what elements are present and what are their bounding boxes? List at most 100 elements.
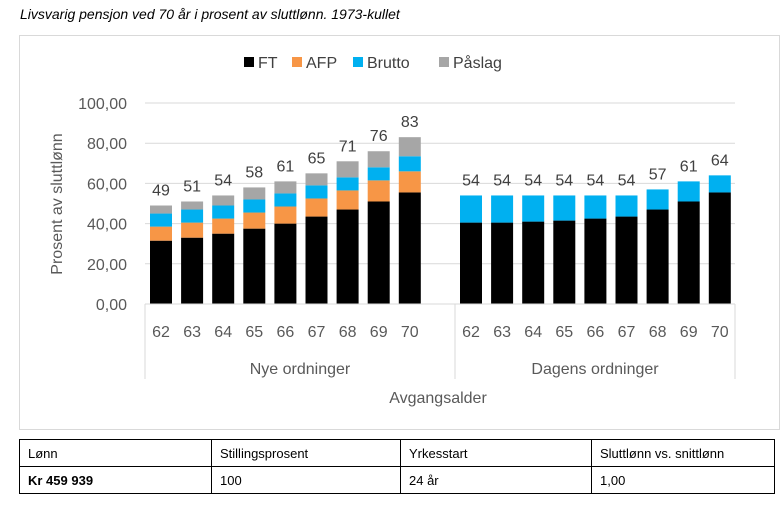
x-axis-title: Avgangsalder — [389, 390, 487, 407]
bar-segment-brutto — [181, 209, 204, 223]
bar-segment-påslag — [336, 161, 359, 178]
x-tick-label: 62 — [152, 324, 170, 341]
legend-label-brutto: Brutto — [367, 55, 410, 72]
bar-segment-brutto — [491, 195, 514, 223]
bar-segment-brutto — [398, 156, 421, 172]
x-tick-label: 64 — [524, 324, 542, 341]
value-sluttlonn: 1,00 — [591, 466, 775, 494]
x-tick-label: 67 — [308, 324, 326, 341]
x-tick-label: 63 — [493, 324, 511, 341]
data-label-total: 65 — [308, 150, 326, 167]
x-tick-label: 69 — [680, 324, 698, 341]
group-label: Dagens ordninger — [531, 361, 659, 378]
x-tick-label: 68 — [649, 324, 667, 341]
chart-caption: Livsvarig pensjon ved 70 år i prosent av… — [20, 6, 400, 22]
data-label-total: 54 — [587, 172, 605, 189]
bar-segment-brutto — [615, 195, 638, 217]
header-sluttlonn: Sluttlønn vs. snittlønn — [591, 439, 775, 467]
x-tick-label: 66 — [277, 324, 295, 341]
bar-segment-brutto — [584, 195, 607, 219]
bar-segment-ft — [150, 240, 172, 304]
bar-segment-afp — [367, 180, 390, 202]
legend-swatch-brutto — [353, 57, 363, 67]
bar-segment-afp — [150, 226, 172, 241]
pension-chart: 0,00 20,00 40,00 60,00 80,00 100,00 Prosent av… — [49, 54, 736, 407]
bar-segment-afp — [274, 206, 297, 224]
legend-swatch-afp — [292, 57, 302, 67]
x-tick-label: 65 — [245, 324, 263, 341]
x-tick-label: 68 — [339, 324, 357, 341]
data-label-total: 54 — [462, 172, 480, 189]
data-label-total: 64 — [711, 152, 729, 169]
bar-segment-påslag — [150, 205, 172, 214]
x-tick-label: 64 — [214, 324, 232, 341]
y-tick-label: 80,00 — [87, 136, 127, 153]
legend-label-påslag: Påslag — [453, 54, 502, 72]
bar-segment-brutto — [460, 195, 482, 223]
data-label-total: 61 — [277, 158, 295, 175]
bar-segment-påslag — [274, 181, 297, 194]
bar-segment-afp — [212, 218, 235, 234]
x-tick-label: 66 — [587, 324, 605, 341]
y-tick-label: 100,00 — [78, 96, 127, 113]
bar-segment-påslag — [181, 201, 204, 210]
legend-label-ft: FT — [258, 55, 278, 72]
bar-segment-afp — [243, 212, 266, 229]
bar-segment-ft — [553, 220, 576, 304]
bar-segment-ft — [305, 216, 328, 304]
data-label-total: 61 — [680, 158, 698, 175]
y-tick-label: 20,00 — [87, 257, 127, 274]
data-label-total: 71 — [339, 138, 357, 155]
value-yrkesstart: 24 år — [400, 466, 592, 494]
legend-label-afp: AFP — [306, 55, 337, 72]
bar-segment-afp — [336, 190, 359, 210]
bar-segment-afp — [181, 222, 204, 238]
bar-segment-brutto — [212, 205, 235, 219]
bar-segment-afp — [305, 198, 328, 217]
bar-segment-ft — [212, 233, 235, 304]
value-lonn: Kr 459 939 — [19, 466, 212, 494]
bar-segment-påslag — [212, 195, 235, 206]
bar-segment-ft — [243, 228, 266, 304]
data-label-total: 54 — [618, 172, 636, 189]
x-tick-label: 69 — [370, 324, 388, 341]
bar-segment-brutto — [274, 193, 297, 207]
data-label-total: 54 — [493, 172, 511, 189]
data-label-total: 49 — [152, 183, 170, 200]
data-label-total: 54 — [524, 172, 542, 189]
info-table-header-row: Lønn Stillingsprosent Yrkesstart Sluttlø… — [19, 439, 775, 467]
data-label-total: 54 — [214, 172, 232, 189]
bar-segment-brutto — [367, 167, 390, 181]
bar-segment-brutto — [553, 195, 576, 221]
bar-segment-påslag — [367, 151, 390, 168]
x-tick-label: 62 — [462, 324, 480, 341]
chart-area: 0,00 20,00 40,00 60,00 80,00 100,00 Prosent av… — [19, 35, 780, 430]
bar-segment-afp — [398, 171, 421, 193]
x-tick-label: 65 — [555, 324, 573, 341]
x-tick-label: 70 — [711, 324, 729, 341]
y-tick-label: 60,00 — [87, 176, 127, 193]
data-label-total: 83 — [401, 114, 419, 131]
bar-segment-ft — [708, 192, 731, 304]
info-table: Lønn Stillingsprosent Yrkesstart Sluttlø… — [19, 439, 775, 494]
header-yrkesstart: Yrkesstart — [400, 439, 592, 467]
legend-swatch-påslag — [439, 57, 449, 67]
x-tick-label: 63 — [183, 324, 201, 341]
bar-segment-ft — [491, 222, 514, 304]
bar-segment-ft — [274, 223, 297, 304]
bar-segment-brutto — [708, 175, 731, 193]
bar-segment-ft — [336, 209, 359, 304]
group-label: Nye ordninger — [250, 361, 351, 378]
bar-segment-ft — [646, 209, 669, 304]
bar-segment-ft — [398, 192, 421, 304]
bar-segment-brutto — [522, 195, 545, 222]
x-tick-label: 70 — [401, 324, 419, 341]
header-stillingsprosent: Stillingsprosent — [211, 439, 401, 467]
y-axis-title: Prosent av sluttlønn — [49, 133, 66, 274]
bar-segment-brutto — [336, 177, 359, 191]
bar-segment-ft — [181, 237, 204, 304]
y-tick-label: 0,00 — [96, 297, 127, 314]
y-tick-label: 40,00 — [87, 217, 127, 234]
bar-segment-ft — [677, 201, 700, 304]
bar-segment-ft — [367, 201, 390, 304]
